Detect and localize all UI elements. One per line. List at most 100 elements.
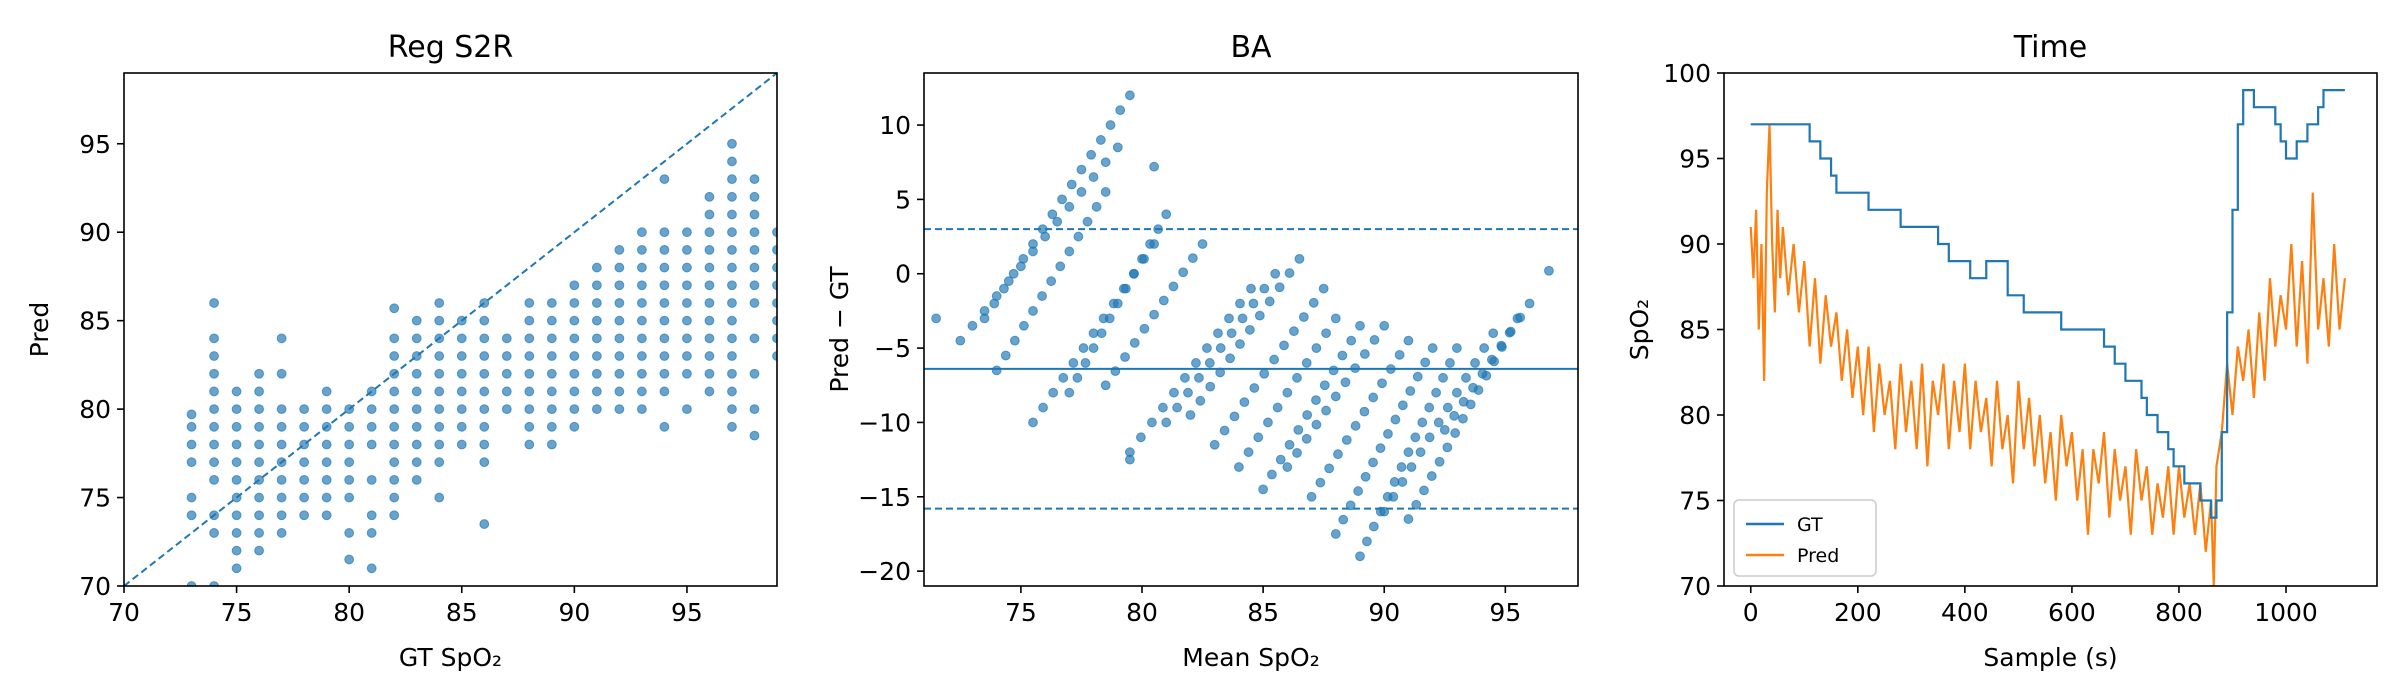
- bland-altman-point: [1368, 521, 1379, 532]
- bland-altman-point: [1147, 417, 1157, 428]
- scatter-point: [546, 333, 557, 344]
- bland-altman-point: [1185, 410, 1196, 420]
- scatter-point: [727, 244, 737, 255]
- scatter-point: [186, 421, 197, 432]
- bland-altman-point: [1544, 265, 1554, 276]
- scatter-point: [546, 351, 557, 361]
- scatter-point: [524, 298, 535, 308]
- bland-altman-point: [1417, 417, 1428, 428]
- scatter-point: [209, 457, 219, 468]
- bland-altman-point: [1458, 413, 1468, 424]
- bland-altman-point: [1359, 406, 1370, 417]
- scatter-point: [704, 298, 715, 308]
- y-axis-label: SpO₂: [1625, 299, 1654, 360]
- scatter-point: [411, 457, 422, 468]
- bland-altman-point: [1205, 381, 1216, 392]
- scatter-point: [591, 386, 602, 397]
- scatter-point: [366, 404, 377, 415]
- bland-altman-point: [955, 335, 966, 346]
- chart-panel-1: Reg S2R GT SpO₂ Pred 70 75 80 85 90 95 70 75 80 85 90…: [25, 30, 778, 672]
- scatter-point: [614, 368, 625, 379]
- bland-altman-point: [1321, 328, 1331, 339]
- bland-altman-point: [1105, 120, 1116, 130]
- scatter-point: [546, 439, 557, 450]
- axes-frame: [123, 72, 778, 587]
- scatter-point: [727, 227, 737, 238]
- bland-altman-point: [1338, 514, 1349, 525]
- axes-frame: [923, 72, 1579, 587]
- x-tick-label: 0: [1743, 598, 1759, 627]
- scatter-point: [682, 280, 692, 291]
- scatter-point: [321, 439, 332, 450]
- bland-altman-point: [1008, 268, 1019, 279]
- scatter-point: [727, 262, 737, 273]
- bland-altman-point: [1346, 335, 1357, 346]
- series-line-pred: [1749, 124, 2346, 586]
- scatter-point: [186, 510, 197, 521]
- scatter-point: [434, 386, 445, 397]
- scatter-point: [727, 280, 737, 291]
- scatter-point: [254, 421, 265, 432]
- scatter-point: [614, 404, 625, 415]
- bland-altman-point: [1239, 397, 1250, 408]
- scatter-point: [749, 404, 760, 415]
- bland-altman-point: [1272, 402, 1283, 413]
- bland-altman-point: [1112, 142, 1123, 153]
- bland-altman-point: [1066, 179, 1077, 190]
- plot-area: [924, 90, 1578, 562]
- scatter-point: [479, 368, 490, 379]
- y-tick-label: 85: [79, 307, 111, 336]
- chart-title: Time: [2013, 30, 2087, 65]
- scatter-point: [569, 404, 580, 415]
- bland-altman-point: [1415, 447, 1426, 458]
- scatter-point: [614, 333, 625, 344]
- scatter-point: [749, 368, 760, 379]
- scatter-point: [209, 298, 219, 308]
- scatter-point: [389, 368, 400, 379]
- scatter-point: [456, 421, 467, 432]
- scatter-point: [434, 439, 445, 450]
- bland-altman-point: [1100, 157, 1111, 168]
- y-tick-label: 75: [79, 484, 111, 513]
- bland-altman-point: [1451, 387, 1462, 398]
- scatter-point: [479, 386, 490, 397]
- scatter-point: [366, 510, 377, 521]
- bland-altman-point: [1359, 349, 1370, 359]
- bland-altman-point: [1337, 350, 1348, 361]
- bland-altman-point: [1379, 320, 1390, 331]
- bland-altman-point: [1129, 268, 1139, 279]
- bland-altman-point: [1072, 372, 1083, 383]
- bland-altman-point: [1224, 313, 1234, 324]
- scatter-point: [276, 457, 287, 468]
- bland-altman-point: [1396, 462, 1407, 472]
- bland-altman-point: [1226, 328, 1237, 339]
- bland-altman-point: [1282, 387, 1293, 398]
- scatter-point: [276, 474, 287, 485]
- bland-altman-point: [1279, 340, 1289, 351]
- scatter-point: [591, 368, 602, 379]
- bland-altman-point: [1082, 216, 1093, 227]
- bland-altman-point: [1112, 298, 1123, 309]
- bland-altman-point: [1249, 383, 1260, 393]
- bland-altman-point: [1046, 276, 1057, 287]
- bland-altman-point: [1243, 447, 1254, 458]
- scatter-point: [254, 528, 265, 538]
- scatter-point: [254, 368, 265, 379]
- x-tick-label: 75: [1005, 598, 1037, 627]
- scatter-point: [209, 439, 219, 450]
- bland-altman-point: [1213, 328, 1223, 339]
- scatter-point: [389, 404, 400, 415]
- scatter-point: [546, 298, 557, 308]
- scatter-point: [479, 404, 490, 415]
- scatter-point: [434, 315, 445, 326]
- scatter-point: [366, 563, 377, 574]
- chart-title: Reg S2R: [388, 30, 514, 65]
- scatter-point: [321, 492, 332, 503]
- x-tick-label: 90: [1368, 598, 1400, 627]
- scatter-point: [186, 409, 197, 420]
- bland-altman-point: [1412, 371, 1423, 382]
- bland-altman-point: [1064, 246, 1075, 257]
- bland-altman-point: [1324, 463, 1335, 474]
- scatter-point: [659, 227, 670, 238]
- x-axis-label: Mean SpO₂: [1182, 643, 1320, 672]
